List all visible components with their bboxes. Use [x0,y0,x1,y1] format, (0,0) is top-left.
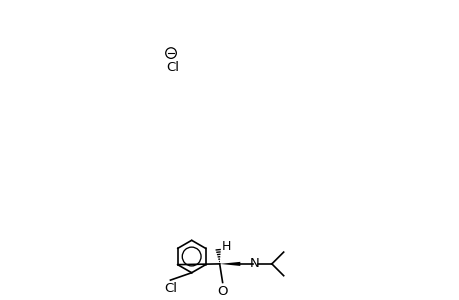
Polygon shape [219,262,240,266]
Text: Cl: Cl [166,61,179,74]
Text: H: H [221,240,230,253]
Text: O: O [217,285,227,298]
Text: Cl: Cl [164,283,177,296]
Text: N: N [250,257,259,270]
